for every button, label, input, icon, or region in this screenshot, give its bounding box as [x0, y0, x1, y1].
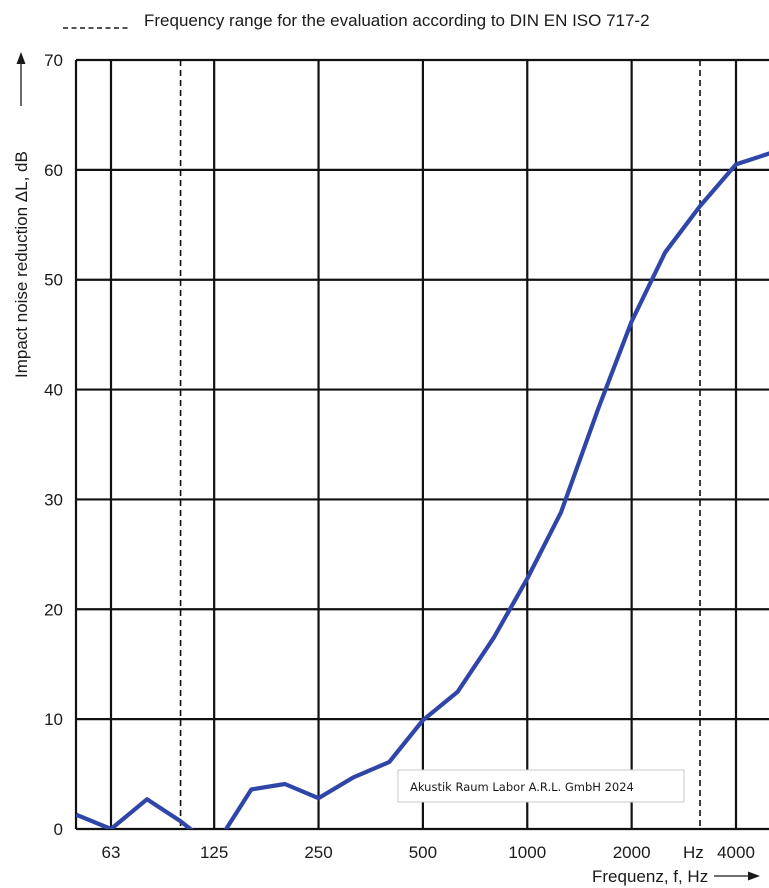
evaluation-range-lines: [179, 60, 701, 829]
y-tick-label: 30: [44, 490, 63, 509]
x-tick-label: 250: [304, 843, 332, 862]
y-tick-label: 0: [54, 820, 63, 839]
x-tick-label: 500: [409, 843, 437, 862]
y-tick-label: 50: [44, 271, 63, 290]
x-tick-label: 63: [102, 843, 121, 862]
x-tick-label: 2000: [613, 843, 651, 862]
y-tick-label: 20: [44, 600, 63, 619]
x-unit-label: Hz: [683, 843, 704, 862]
y-tick-labels: 0 10 20 30 40 50 60 70: [44, 51, 63, 839]
y-tick-label: 10: [44, 710, 63, 729]
y-tick-label: 40: [44, 381, 63, 400]
y-tick-label: 70: [44, 51, 63, 70]
x-axis-arrow-icon: [714, 871, 760, 881]
grid: [74, 58, 769, 831]
chart-title: Frequency range for the evaluation accor…: [144, 11, 650, 30]
watermark-text: Akustik Raum Labor A.R.L. GmbH 2024: [410, 780, 634, 794]
series-line: [76, 151, 769, 829]
x-tick-label: 125: [200, 843, 228, 862]
legend: Frequency range for the evaluation accor…: [63, 11, 650, 30]
y-axis-label: Impact noise reduction ΔL, dB: [12, 151, 31, 378]
series-layer: [76, 151, 769, 829]
y-axis-arrow-icon: [16, 52, 26, 106]
x-axis-label: Frequenz, f, Hz: [592, 867, 708, 886]
x-tick-label: 1000: [508, 843, 546, 862]
y-axis-label-group: Impact noise reduction ΔL, dB: [12, 151, 31, 378]
y-tick-label: 60: [44, 161, 63, 180]
watermark: Akustik Raum Labor A.R.L. GmbH 2024: [397, 769, 685, 803]
x-tick-labels: 63 125 250 500 1000 2000 4000: [102, 843, 755, 862]
x-tick-label: 4000: [717, 843, 755, 862]
